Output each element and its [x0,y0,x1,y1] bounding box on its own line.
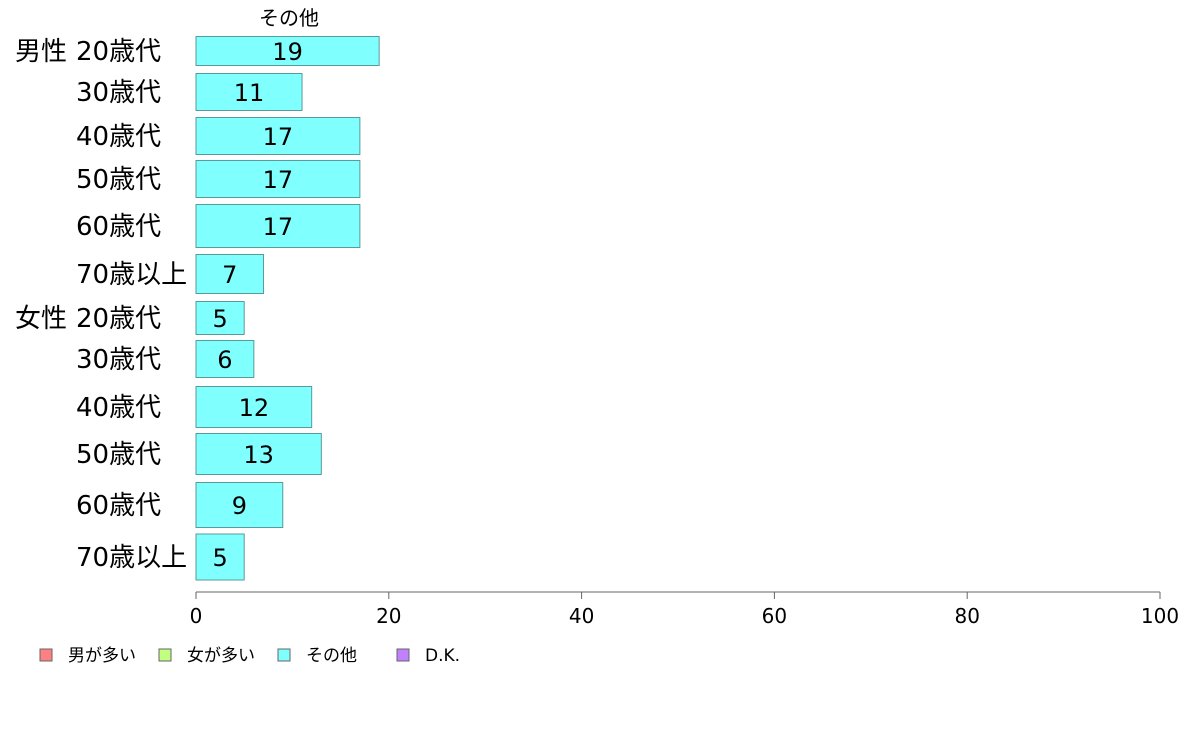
bar-value-label: 5 [212,305,227,333]
bar [195,340,255,378]
legend-swatch [396,648,410,662]
legend: 男が多い 女が多い その他 D.K. [39,646,460,666]
category-label: 30歳代 [76,345,161,375]
group-label: 男性 [15,37,67,67]
bar-value-label: 19 [272,38,303,66]
legend-label: 女が多い [187,646,255,666]
bar-value-label: 12 [239,394,270,422]
bar-value-label: 11 [234,79,265,107]
bar [195,36,380,66]
x-axis: 0 20 40 60 80 100 [190,591,1179,628]
bar [195,433,322,475]
bar-value-label: 17 [263,166,294,194]
category-label: 70歳以上 [76,260,187,290]
category-label: 30歳代 [76,78,161,108]
legend-swatch [158,648,172,662]
x-tick-label: 60 [762,604,787,628]
category-label: 20歳代 [76,37,161,67]
bar [195,254,264,294]
group-label: 女性 [15,304,67,334]
category-label: 20歳代 [76,304,161,334]
bar-value-label: 7 [222,261,237,289]
bar-value-label: 6 [217,346,232,374]
bar [195,160,361,198]
bar-value-label: 13 [243,441,274,469]
category-label: 70歳以上 [76,543,187,573]
category-label: 40歳代 [76,393,161,423]
x-tick-label: 0 [190,604,203,628]
x-tick-label: 80 [954,604,979,628]
legend-label: D.K. [425,646,460,666]
bar [195,301,245,335]
x-tick-label: 20 [376,604,401,628]
series-title: その他 [259,6,319,30]
category-label: 40歳代 [76,122,161,152]
category-label: 60歳代 [76,491,161,521]
category-label: 50歳代 [76,440,161,470]
bar-value-label: 9 [232,492,247,520]
category-label: 60歳代 [76,212,161,242]
bar [195,73,303,111]
category-label: 50歳代 [76,165,161,195]
legend-label: 男が多い [68,646,136,666]
bar [195,482,284,528]
bar-value-label: 5 [212,544,227,572]
x-tick-label: 40 [569,604,594,628]
legend-swatch [277,648,291,662]
category-labels: 20歳代 30歳代 40歳代 50歳代 60歳代 70歳以上 20歳代 30歳代 40歳代 50歳… [15,37,187,573]
bar [195,533,245,581]
legend-label: その他 [306,646,357,666]
bar-value-label: 17 [263,123,294,151]
legend-swatch [39,648,53,662]
bar [195,386,313,428]
bar [195,117,361,155]
bar-value-label: 17 [263,213,294,241]
bar [195,204,361,248]
x-tick-label: 100 [1141,604,1179,628]
